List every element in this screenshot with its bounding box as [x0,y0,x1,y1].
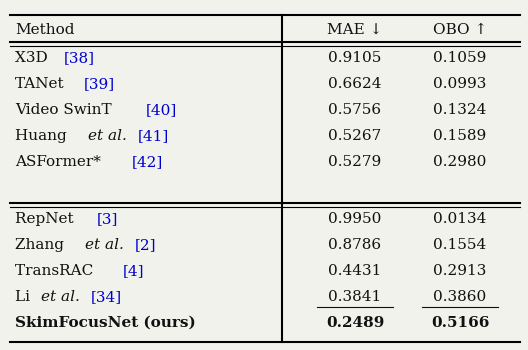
Text: Li: Li [15,290,35,304]
Text: 0.1589: 0.1589 [433,129,487,143]
Text: OBO ↑: OBO ↑ [433,23,487,37]
Text: MAE ↓: MAE ↓ [327,23,383,37]
Text: 0.2489: 0.2489 [326,316,384,330]
Text: Zhang: Zhang [15,238,69,252]
Text: 0.2980: 0.2980 [433,155,487,169]
Text: ASFormer*: ASFormer* [15,155,106,169]
Text: 0.3841: 0.3841 [328,290,382,304]
Text: 0.4431: 0.4431 [328,264,382,278]
Text: [2]: [2] [135,238,156,252]
Text: 0.2913: 0.2913 [433,264,487,278]
Text: 0.9950: 0.9950 [328,212,382,226]
Text: [3]: [3] [97,212,118,226]
Text: 0.5267: 0.5267 [328,129,382,143]
Text: 0.3860: 0.3860 [433,290,487,304]
Text: 0.5756: 0.5756 [328,103,382,117]
Text: Huang: Huang [15,129,72,143]
Text: [40]: [40] [146,103,177,117]
Text: 0.1059: 0.1059 [433,51,487,65]
Text: et al.: et al. [41,290,80,304]
Text: 0.6624: 0.6624 [328,77,382,91]
Text: et al.: et al. [84,238,124,252]
Text: Video SwinT: Video SwinT [15,103,117,117]
Text: 0.1554: 0.1554 [433,238,487,252]
Text: X3D: X3D [15,51,53,65]
Text: [34]: [34] [91,290,122,304]
Text: [4]: [4] [122,264,144,278]
Text: [42]: [42] [132,155,163,169]
Text: SkimFocusNet (ours): SkimFocusNet (ours) [15,316,196,330]
Text: et al.: et al. [88,129,127,143]
Text: 0.0993: 0.0993 [433,77,487,91]
Text: Method: Method [15,23,74,37]
Text: [39]: [39] [84,77,115,91]
Text: 0.1324: 0.1324 [433,103,487,117]
Text: 0.9105: 0.9105 [328,51,382,65]
Text: 0.8786: 0.8786 [328,238,382,252]
Text: 0.5279: 0.5279 [328,155,382,169]
Text: 0.5166: 0.5166 [431,316,489,330]
Text: RepNet: RepNet [15,212,79,226]
Text: TANet: TANet [15,77,69,91]
Text: TransRAC: TransRAC [15,264,98,278]
Text: [38]: [38] [63,51,95,65]
Text: 0.0134: 0.0134 [433,212,487,226]
Text: [41]: [41] [138,129,169,143]
